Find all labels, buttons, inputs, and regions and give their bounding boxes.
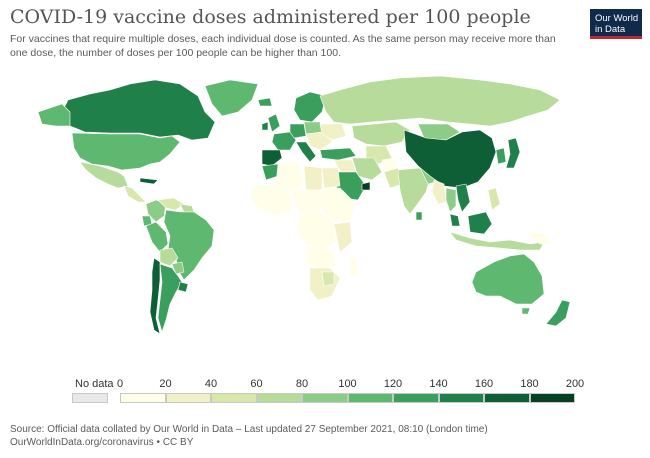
country-venezuela[interactable] [157, 197, 185, 211]
country-iceland[interactable] [257, 97, 273, 107]
legend-tick-label: 20 [159, 378, 172, 390]
country-papua[interactable] [525, 231, 553, 245]
country-uae[interactable] [361, 181, 371, 191]
legend-tick-label: 200 [565, 378, 585, 390]
country-paraguay[interactable] [171, 261, 185, 275]
legend-bin-4[interactable] [302, 393, 348, 403]
country-mongolia[interactable] [417, 123, 461, 141]
legend-tick-label: 180 [520, 378, 539, 390]
country-kazakhstan[interactable] [351, 121, 411, 147]
legend-bin-0[interactable] [120, 393, 166, 403]
country-central-america[interactable] [123, 185, 147, 203]
country-madagascar[interactable] [349, 255, 359, 279]
country-alaska[interactable] [37, 103, 71, 127]
country-mexico[interactable] [79, 161, 129, 189]
country-malaysia[interactable] [449, 213, 461, 227]
legend-tick-labels: 0 20 40 60 80 100 120 140 160 180 200 [116, 378, 584, 392]
legend-bin-6[interactable] [393, 393, 439, 403]
country-botswana[interactable] [321, 271, 335, 287]
country-indonesia[interactable] [449, 231, 545, 251]
country-colombia[interactable] [145, 199, 167, 223]
country-australia[interactable] [471, 253, 545, 305]
color-legend: No data 0 20 40 60 80 100 120 140 160 180 200 [0, 378, 650, 408]
country-greenland[interactable] [204, 79, 259, 117]
country-iberia[interactable] [261, 149, 283, 167]
legend-bin-9[interactable] [529, 393, 575, 403]
country-algeria[interactable] [275, 161, 305, 193]
country-cuba[interactable] [139, 177, 159, 185]
legend-bin-7[interactable] [438, 393, 484, 403]
source-line-1: Source: Official data collated by Our Wo… [10, 424, 488, 435]
country-guianas[interactable] [179, 203, 195, 213]
chart-title: COVID-19 vaccine doses administered per … [10, 6, 531, 28]
country-bolivia[interactable] [159, 247, 179, 267]
source-line-2: OurWorldInData.org/coronavirus • CC BY [10, 436, 194, 448]
legend-bin-2[interactable] [211, 393, 257, 403]
legend-tick-label: 40 [204, 378, 218, 390]
country-italy[interactable] [295, 141, 317, 163]
country-brazil[interactable] [163, 209, 215, 281]
country-uk[interactable] [267, 113, 281, 133]
country-uruguay[interactable] [177, 281, 189, 293]
owid-logo[interactable]: Our World in Data [590, 9, 642, 39]
legend-tick-label: 160 [474, 378, 494, 390]
world-map[interactable] [0, 60, 650, 375]
legend-tick-label: 60 [250, 378, 263, 390]
country-scandinavia[interactable] [293, 91, 327, 123]
country-east-africa[interactable] [333, 221, 353, 253]
country-angola-zambia[interactable] [305, 245, 337, 271]
country-philippines[interactable] [487, 187, 501, 211]
legend-color-bar[interactable] [120, 393, 575, 403]
country-japan[interactable] [505, 137, 521, 169]
legend-tick-label: 80 [295, 378, 309, 390]
country-thailand[interactable] [445, 187, 457, 213]
legend-tick-label: 120 [383, 378, 403, 390]
legend-bin-8[interactable] [484, 393, 530, 403]
logo-line-1: Our World [595, 13, 639, 24]
country-turkey[interactable] [319, 147, 357, 161]
logo-line-2: in Data [595, 24, 626, 35]
country-myanmar[interactable] [431, 179, 447, 205]
country-new-zealand[interactable] [545, 299, 571, 327]
chart-subtitle: For vaccines that require multiple doses… [10, 33, 556, 59]
legend-bin-1[interactable] [165, 393, 211, 403]
country-cambodia-vietnam[interactable] [455, 183, 471, 213]
country-russia[interactable] [319, 75, 561, 127]
legend-no-data-label: No data [75, 378, 114, 390]
country-ireland[interactable] [261, 121, 269, 131]
country-usa[interactable] [71, 132, 181, 171]
country-libya[interactable] [303, 165, 323, 191]
country-china[interactable] [403, 129, 497, 189]
country-tasmania[interactable] [521, 307, 531, 315]
country-borneo[interactable] [467, 211, 493, 235]
legend-bin-3[interactable] [256, 393, 302, 403]
country-morocco[interactable] [261, 163, 279, 181]
country-egypt[interactable] [321, 167, 341, 189]
legend-bin-5[interactable] [347, 393, 393, 403]
country-ukraine[interactable] [319, 123, 347, 141]
country-poland[interactable] [303, 121, 323, 135]
country-sri-lanka[interactable] [415, 211, 423, 221]
country-canada[interactable] [61, 79, 216, 141]
source-note: Source: Official data collated by Our Wo… [10, 424, 488, 449]
legend-tick-label: 0 [116, 378, 124, 390]
country-germany[interactable] [289, 123, 307, 139]
country-peru[interactable] [145, 221, 169, 253]
country-chile[interactable] [149, 257, 161, 335]
country-korea[interactable] [495, 147, 507, 165]
country-central-africa[interactable] [295, 211, 337, 251]
country-argentina[interactable] [157, 263, 183, 333]
legend-tick-label: 100 [338, 378, 357, 390]
country-west-africa[interactable] [249, 183, 293, 217]
legend-no-data-swatch[interactable] [72, 393, 108, 403]
country-sudan-ethiopia[interactable] [321, 187, 357, 223]
legend-tick-label: 140 [429, 378, 448, 390]
